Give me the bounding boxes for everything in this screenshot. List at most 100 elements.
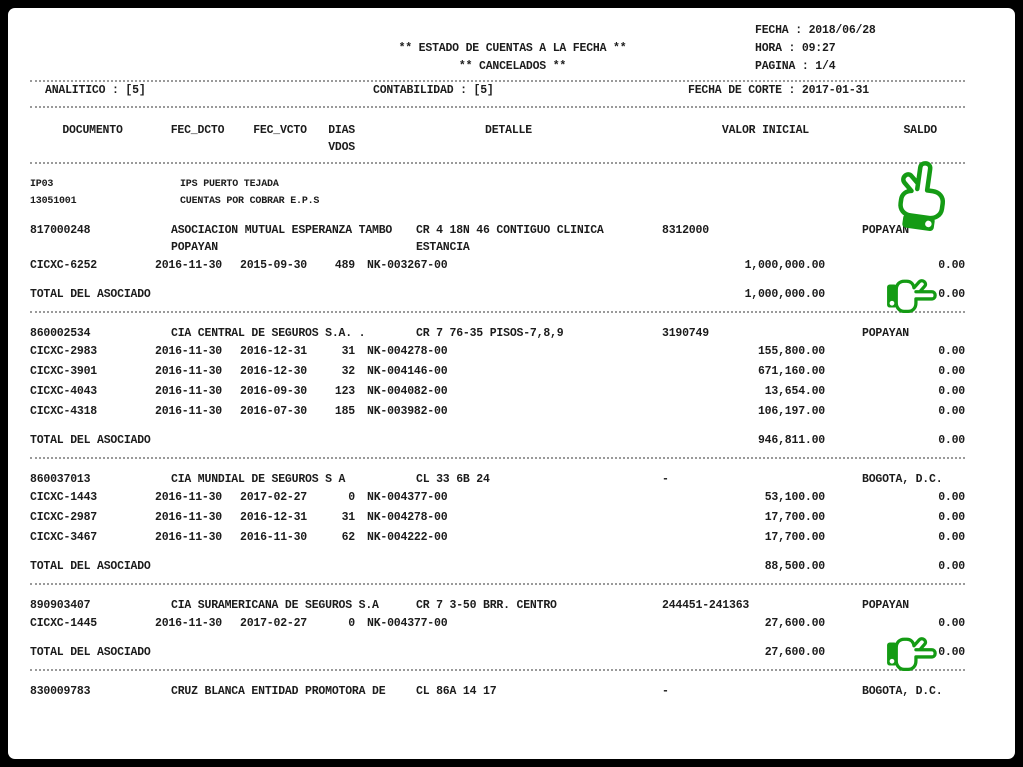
group-account-name: CUENTAS POR COBRAR E.P.S [180, 196, 320, 207]
asociado-block: 817000248 ASOCIACION MUTUAL ESPERANZA TA… [30, 222, 965, 313]
saldo-cell: 0.00 [938, 405, 965, 418]
dias-cell: 31 [341, 345, 356, 358]
ref-cell: NK-004377-00 [367, 617, 448, 630]
valor-cell: 155,800.00 [757, 345, 825, 358]
saldo-cell: 0.00 [938, 617, 965, 630]
fec-vcto-cell: 2017-02-27 [240, 617, 308, 630]
dias-cell: 0 [348, 617, 355, 630]
asociado-city: POPAYAN [862, 327, 909, 340]
asociado-city: POPAYAN [862, 224, 909, 237]
fec-vcto-cell: 2015-09-30 [240, 259, 308, 272]
fec-vcto-cell: 2016-12-31 [240, 511, 308, 524]
divider [30, 669, 965, 671]
asociado-name: CRUZ BLANCA ENTIDAD PROMOTORA DE [171, 685, 386, 698]
pointer-hand-icon-small [885, 274, 939, 316]
table-row: CICXC-3901 2016-11-30 2016-12-30 32 NK-0… [30, 362, 965, 382]
table-row: CICXC-2987 2016-11-30 2016-12-31 31 NK-0… [30, 508, 965, 528]
column-header-documento: DOCUMENTO [62, 124, 123, 137]
filter-analitico: ANALITICO : [5] [45, 84, 146, 97]
document-cell: CICXC-4318 [30, 405, 98, 418]
asociado-name: CIA SURAMERICANA DE SEGUROS S.A [171, 599, 379, 612]
asociado-header: 860002534 CIA CENTRAL DE SEGUROS S.A. . … [30, 325, 965, 342]
saldo-cell: 0.00 [938, 365, 965, 378]
pointer-hand-icon-small [885, 632, 939, 674]
asociado-header: 890903407 CIA SURAMERICANA DE SEGUROS S.… [30, 597, 965, 614]
asociado-block: 830009783 CRUZ BLANCA ENTIDAD PROMOTORA … [30, 683, 965, 700]
total-saldo: 0.00 [938, 646, 965, 659]
total-row: TOTAL DEL ASOCIADO 27,600.00 0.00 [30, 644, 965, 661]
asociado-block: 860037013 CIA MUNDIAL DE SEGUROS S A CL … [30, 471, 965, 585]
fec-dcto-cell: 2016-11-30 [155, 385, 223, 398]
header-spacer [30, 22, 270, 76]
table-row: CICXC-3467 2016-11-30 2016-11-30 62 NK-0… [30, 528, 965, 548]
column-header-fec-dcto: FEC_DCTO [170, 124, 225, 137]
valor-cell: 27,600.00 [764, 617, 826, 630]
report-title-line1: ** ESTADO DE CUENTAS A LA FECHA ** [398, 42, 627, 55]
document-cell: CICXC-2987 [30, 511, 98, 524]
report-page-number: PAGINA : 1/4 [755, 60, 836, 73]
document-cell: CICXC-2983 [30, 345, 98, 358]
report-header: ** ESTADO DE CUENTAS A LA FECHA ** ** CA… [30, 22, 965, 76]
asociado-header: 830009783 CRUZ BLANCA ENTIDAD PROMOTORA … [30, 683, 965, 700]
total-row: TOTAL DEL ASOCIADO 88,500.00 0.00 [30, 558, 965, 575]
document-cell: CICXC-6252 [30, 259, 98, 272]
total-label: TOTAL DEL ASOCIADO [30, 646, 151, 659]
asociado-name: CIA MUNDIAL DE SEGUROS S A [171, 473, 346, 486]
account-number: 860037013 [30, 473, 91, 486]
group-header: IP03 IPS PUERTO TEJADA 13051001 CUENTAS … [30, 176, 965, 210]
divider [30, 457, 965, 459]
dias-cell: 489 [334, 259, 355, 272]
fec-dcto-cell: 2016-11-30 [155, 491, 223, 504]
filters-row: ANALITICO : [5] CONTABILIDAD : [5] FECHA… [30, 84, 965, 102]
asociado-code: 8312000 [662, 224, 709, 237]
valor-cell: 1,000,000.00 [744, 259, 826, 272]
asociado-address: CR 7 3-50 BRR. CENTRO [416, 599, 557, 612]
table-row: CICXC-4043 2016-11-30 2016-09-30 123 NK-… [30, 382, 965, 402]
saldo-cell: 0.00 [938, 259, 965, 272]
group-account: 13051001 [30, 196, 77, 207]
asociado-name: CIA CENTRAL DE SEGUROS S.A. . [171, 327, 366, 340]
column-header-fec-vcto: FEC_VCTO [253, 124, 307, 137]
table-row: CICXC-4318 2016-11-30 2016-07-30 185 NK-… [30, 402, 965, 422]
asociado-code: - [662, 685, 669, 698]
filter-fecha-corte: FECHA DE CORTE : 2017-01-31 [688, 84, 869, 97]
account-number: 830009783 [30, 685, 91, 698]
filter-contabilidad: CONTABILIDAD : [5] [373, 84, 494, 97]
document-cell: CICXC-3467 [30, 531, 98, 544]
fec-vcto-cell: 2016-12-31 [240, 345, 308, 358]
group-name: IPS PUERTO TEJADA [180, 179, 279, 190]
total-valor: 88,500.00 [764, 560, 826, 573]
total-row: TOTAL DEL ASOCIADO 1,000,000.00 0.00 [30, 286, 965, 303]
valor-cell: 53,100.00 [764, 491, 826, 504]
asociado-name: ASOCIACION MUTUAL ESPERANZA TAMBO POPAYA… [171, 224, 393, 254]
table-row: CICXC-6252 2016-11-30 2015-09-30 489 NK-… [30, 256, 965, 276]
report-date: FECHA : 2018/06/28 [755, 24, 876, 37]
fec-dcto-cell: 2016-11-30 [155, 365, 223, 378]
ref-cell: NK-004222-00 [367, 531, 448, 544]
total-saldo: 0.00 [938, 288, 965, 301]
fec-dcto-cell: 2016-11-30 [155, 511, 223, 524]
document-cell: CICXC-1445 [30, 617, 98, 630]
document-cell: CICXC-3901 [30, 365, 98, 378]
dias-cell: 62 [341, 531, 356, 544]
valor-cell: 17,700.00 [764, 511, 826, 524]
fec-dcto-cell: 2016-11-30 [155, 531, 223, 544]
total-saldo: 0.00 [938, 434, 965, 447]
asociado-block: 860002534 CIA CENTRAL DE SEGUROS S.A. . … [30, 325, 965, 459]
asociado-block: 890903407 CIA SURAMERICANA DE SEGUROS S.… [30, 597, 965, 671]
ref-cell: NK-004278-00 [367, 511, 448, 524]
asociado-header: 860037013 CIA MUNDIAL DE SEGUROS S A CL … [30, 471, 965, 488]
dias-cell: 123 [334, 385, 355, 398]
ref-cell: NK-004082-00 [367, 385, 448, 398]
saldo-cell: 0.00 [938, 385, 965, 398]
asociado-code: - [662, 473, 669, 486]
table-row: CICXC-2983 2016-11-30 2016-12-31 31 NK-0… [30, 342, 965, 362]
pointer-hand-icon-large [887, 154, 955, 235]
fec-dcto-cell: 2016-11-30 [155, 259, 223, 272]
report-page: ** ESTADO DE CUENTAS A LA FECHA ** ** CA… [8, 8, 1015, 759]
divider [30, 311, 965, 313]
asociado-city: POPAYAN [862, 599, 909, 612]
total-valor: 27,600.00 [764, 646, 826, 659]
fec-vcto-cell: 2016-07-30 [240, 405, 308, 418]
